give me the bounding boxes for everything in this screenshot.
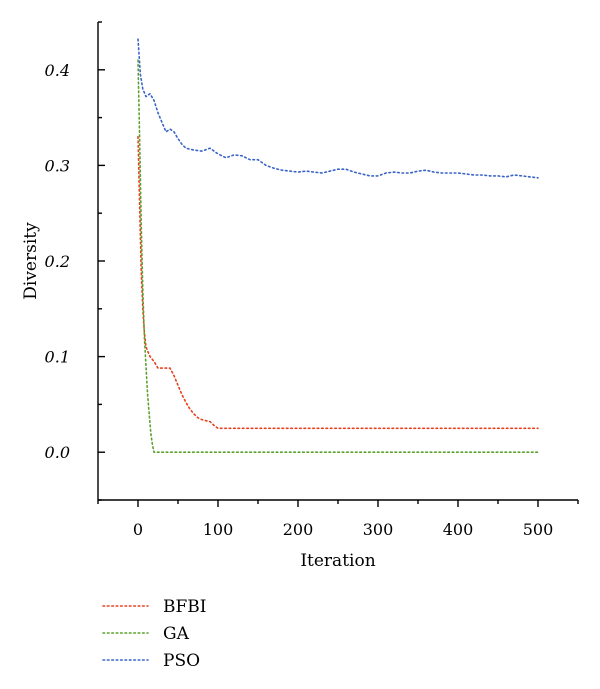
x-tick-label: 400 [443, 520, 474, 539]
legend-label-ga: GA [163, 624, 190, 644]
series-line-ga [137, 59, 539, 453]
y-tick-label: 0.0 [45, 443, 70, 462]
series-line-bfbi [137, 135, 539, 430]
x-tick-label: 300 [363, 520, 394, 539]
x-tick-label: 200 [283, 520, 314, 539]
x-tick-label: 0 [133, 520, 143, 539]
y-tick-label: 0.3 [45, 156, 70, 175]
x-tick-label: 100 [203, 520, 234, 539]
legend-label-pso: PSO [163, 651, 200, 671]
series-line-pso [137, 38, 539, 179]
x-axis-title: Iteration [300, 551, 375, 571]
legend-label-bfbi: BFBI [163, 597, 207, 617]
y-tick-label: 0.2 [45, 252, 70, 271]
series-lines [137, 38, 539, 453]
legend: BFBI GA PSO [102, 597, 207, 671]
y-tick-label: 0.1 [45, 348, 70, 367]
y-tick-label: 0.4 [45, 61, 70, 80]
axis-ticks: 0 100 200 300 400 500 0.0 0.1 0.2 0.3 0.4 [45, 21, 579, 539]
y-axis-title: Diversity [21, 222, 41, 300]
x-tick-label: 500 [523, 520, 554, 539]
